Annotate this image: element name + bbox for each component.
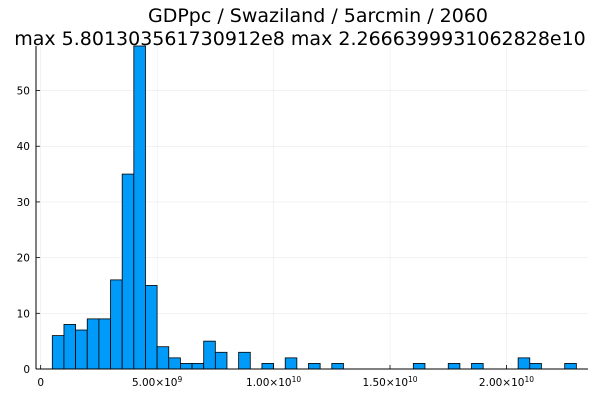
histogram-bar [331,363,344,370]
histogram-bar [412,363,426,370]
x-tick-label: 0 [37,377,44,389]
histogram-bar [121,173,135,370]
x-tick-label: 5.00×109 [132,375,183,389]
histogram-bar [156,346,170,370]
histogram-bar [564,363,577,370]
histogram-bar [133,45,146,370]
histogram-bar [214,351,228,370]
histogram-bar [75,329,88,370]
histogram-bar [308,363,321,370]
histogram-bar [145,285,158,370]
y-tick-label: 30 [17,197,30,209]
x-tick-label: 2.00×1010 [479,375,534,389]
axes [35,46,588,370]
histogram-bar [471,363,484,370]
x-tick-label: 1.00×1010 [246,375,301,389]
x-tick-label: 1.50×1010 [362,375,417,389]
histogram-bar [284,357,298,370]
histogram-bar [51,335,65,370]
y-tick-label: 10 [17,308,30,320]
histogram-bar [261,363,274,370]
histogram-bar [238,351,251,370]
histogram-bar [63,324,76,370]
histogram-bar [517,357,531,370]
y-tick-label: 20 [17,253,30,265]
y-tick-label: 50 [17,86,30,98]
histogram-bar [447,363,461,370]
histogram-bar [168,357,181,370]
histogram-bar [98,318,111,370]
x-tick-labels: 0 5.00×109 1.00×1010 1.50×1010 2.00×1010 [37,375,534,389]
y-tick-label: 0 [23,364,30,376]
chart-title-line-2: max 5.801303561730912e8 max 2.2666399931… [14,28,586,50]
y-tick-label: 40 [17,141,30,153]
histogram-bar [110,279,123,370]
histogram-bar [529,363,542,370]
histogram-bar [203,340,216,370]
y-tick-labels: 0 10 20 30 40 50 [17,86,30,376]
chart-title-line-1: GDPpc / Swaziland / 5arcmin / 2060 [148,5,488,27]
histogram-bar [180,363,193,370]
histogram-bar [86,318,100,370]
histogram-bar [191,363,205,370]
